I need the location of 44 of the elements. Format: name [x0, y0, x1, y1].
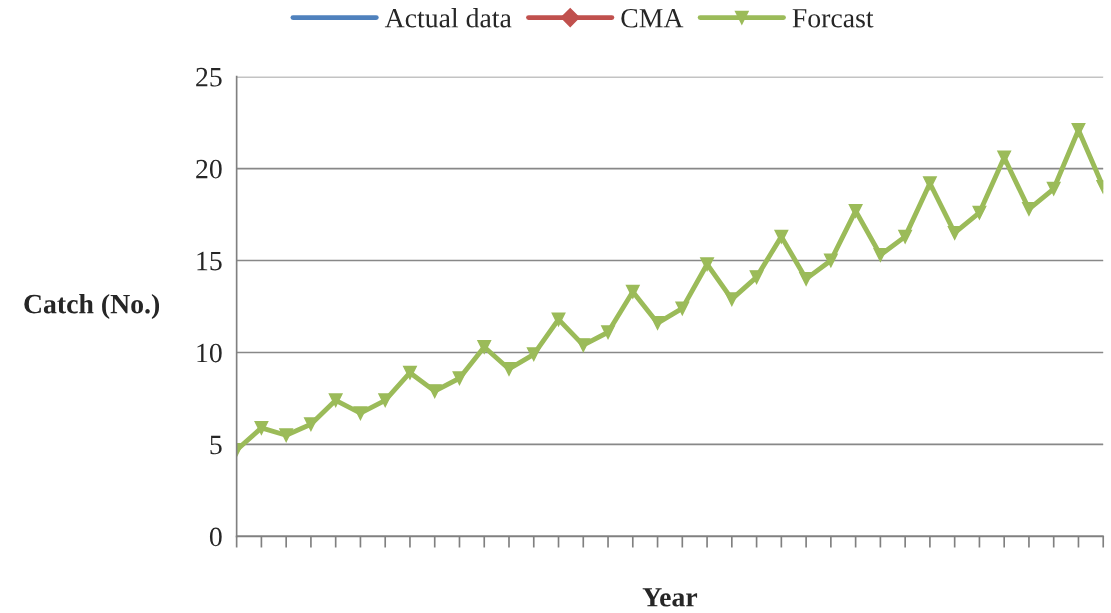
point [625, 284, 640, 299]
point [1021, 202, 1036, 216]
point [502, 362, 516, 376]
point [601, 325, 615, 340]
point [452, 371, 467, 386]
y-tick-label: 20 [196, 159, 222, 179]
point [353, 406, 368, 421]
y-tick-label: 5 [210, 435, 222, 455]
point [576, 338, 591, 353]
x-axis-title: Year [642, 588, 698, 607]
point [378, 393, 393, 408]
point [427, 384, 442, 399]
point [799, 271, 814, 286]
point [922, 176, 937, 191]
point [279, 428, 294, 443]
point [254, 420, 269, 435]
y-axis-title: Catch (No.) [24, 293, 160, 320]
point [303, 417, 318, 432]
point [749, 270, 764, 285]
legend-label: Actual data [384, 8, 512, 28]
y-tick-label: 10 [197, 343, 222, 363]
legend-label: Forcast [792, 9, 874, 28]
point [1046, 181, 1061, 196]
point [997, 150, 1012, 165]
point [724, 292, 739, 307]
y-tick-label: 25 [196, 67, 222, 87]
point [403, 365, 417, 380]
point [848, 203, 863, 218]
point [972, 205, 987, 220]
y-tick-label: 0 [209, 527, 222, 547]
point [873, 248, 888, 262]
point [898, 229, 913, 244]
point [700, 257, 715, 272]
point [823, 253, 838, 268]
point [477, 340, 492, 354]
point [650, 316, 665, 330]
point [551, 312, 566, 327]
point [675, 301, 690, 316]
y-tick-label: 15 [197, 251, 222, 271]
point [774, 229, 789, 244]
point [526, 347, 541, 362]
legend-label: CMA [621, 8, 684, 28]
point [1071, 123, 1086, 137]
point [328, 393, 343, 408]
